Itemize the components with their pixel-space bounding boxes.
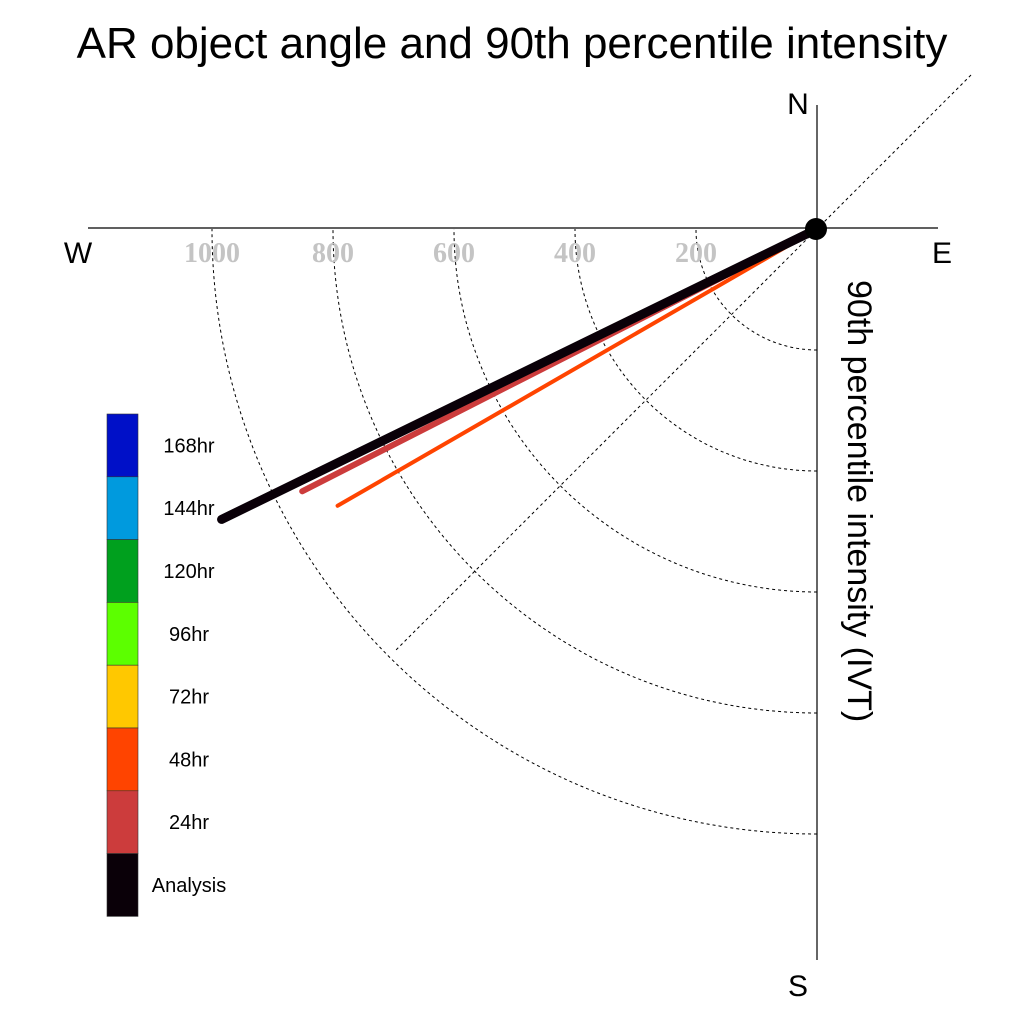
compass-south-label: S [788, 970, 808, 1003]
legend-swatch-96hr [106, 602, 139, 666]
series-vector-analysis [217, 224, 822, 524]
radial-axis-title: 90th percentile intensity (IVT) [840, 280, 878, 722]
grid-ring-600 [453, 228, 818, 593]
series-layer [217, 224, 822, 524]
grid-ring-800 [332, 228, 818, 714]
legend-swatch-48hr [106, 727, 139, 792]
series-vector-48hr [335, 227, 819, 508]
grid-ring-1000 [211, 228, 818, 835]
legend-label-168hr: 168hr [163, 435, 214, 457]
legend-swatch-analysis [106, 853, 139, 917]
legend-label-24hr: 24hr [169, 812, 209, 834]
origin-marker [805, 218, 827, 240]
legend-label-72hr: 72hr [169, 687, 209, 709]
chart-title: AR object angle and 90th percentile inte… [77, 19, 948, 68]
reference-line-45deg [395, 74, 972, 651]
legend-label-144hr: 144hr [163, 498, 214, 520]
legend-swatch-168hr [106, 413, 139, 478]
grid-ring-400 [574, 228, 818, 472]
legend-label-analysis: Analysis [152, 875, 226, 897]
legend-label-48hr: 48hr [169, 749, 209, 771]
radial-tick-label-1000: 1000 [184, 238, 240, 269]
radial-tick-label-600: 600 [433, 238, 475, 269]
legend-label-120hr: 120hr [163, 561, 214, 583]
compass-west-label: W [64, 237, 93, 270]
grid-ring-200 [695, 228, 818, 351]
legend-swatch-144hr [106, 476, 139, 540]
legend-swatch-120hr [106, 539, 139, 603]
compass-east-label: E [932, 237, 952, 270]
compass-north-label: N [787, 88, 809, 121]
radial-tick-label-800: 800 [312, 238, 354, 269]
radial-tick-label-400: 400 [554, 238, 596, 269]
radial-tick-label-200: 200 [675, 238, 717, 269]
grid-layer [211, 74, 972, 835]
radial-tick-labels: 200 400 600 800 1000 [184, 238, 717, 269]
legend-label-96hr: 96hr [169, 624, 209, 646]
legend-swatch-72hr [106, 664, 139, 729]
legend-swatch-24hr [106, 790, 139, 854]
legend: 168hr 144hr 120hr 96hr 72hr 48hr 24hr Analysis [106, 413, 226, 917]
